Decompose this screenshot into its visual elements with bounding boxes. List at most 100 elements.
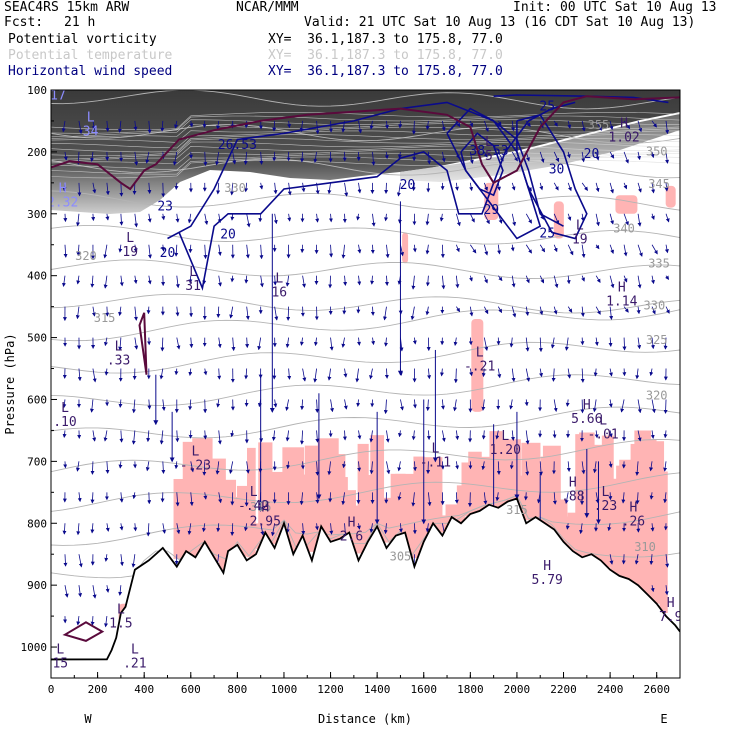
- wind-vector: [134, 337, 139, 350]
- wind-vector: [609, 151, 615, 159]
- wind-vector: [384, 275, 389, 286]
- wind-vector: [425, 213, 430, 226]
- extremum-value: -.11: [420, 455, 451, 470]
- wind-vector: [511, 151, 518, 162]
- wind-vector: [187, 523, 192, 535]
- extremum-kind: L: [476, 346, 484, 361]
- x-tick-label: 1800: [457, 683, 484, 696]
- wind-vector: [77, 368, 82, 382]
- wind-vector: [132, 492, 137, 500]
- wind-vector: [63, 213, 68, 223]
- wind-speed-contour: [178, 101, 576, 291]
- extremum-kind: H: [583, 398, 591, 413]
- wind-vector: [131, 399, 136, 414]
- wind-vector: [90, 492, 95, 504]
- wind-vector: [63, 151, 68, 161]
- wind-vector: [230, 523, 235, 536]
- wind-contour-label: 38.53: [469, 144, 508, 159]
- wind-vector: [203, 492, 208, 500]
- wind-vector: [370, 244, 375, 254]
- wind-vector: [608, 337, 613, 347]
- wind-contour-label: 29: [483, 203, 499, 218]
- wind-vector: [161, 213, 166, 221]
- pv-positive-patch: [456, 485, 466, 524]
- wind-vector: [553, 275, 559, 289]
- wind-vector: [118, 244, 123, 253]
- wind-contour-label: 25: [539, 99, 555, 114]
- wind-vector: [426, 430, 431, 441]
- wind-vector: [398, 430, 402, 438]
- wind-vector: [244, 275, 249, 284]
- y-tick-label: 700: [27, 455, 47, 468]
- wind-vector: [189, 337, 194, 349]
- wind-vector: [483, 151, 488, 158]
- wind-vector: [315, 461, 320, 476]
- wind-vector: [203, 430, 208, 440]
- wind-vector: [553, 151, 560, 163]
- wind-vector: [103, 430, 108, 442]
- wind-vector: [425, 306, 430, 316]
- extremum-kind: L: [275, 271, 283, 286]
- wind-vector: [609, 554, 614, 565]
- extremum-kind: L: [602, 485, 610, 500]
- wind-vector: [439, 368, 444, 377]
- wind-vector: [553, 399, 558, 412]
- wind-vector: [257, 337, 262, 351]
- wind-vector: [302, 368, 307, 382]
- theta-contour-upper: [51, 141, 680, 160]
- wind-vector: [551, 368, 556, 382]
- wind-vector: [133, 306, 138, 321]
- wind-vector: [581, 275, 585, 282]
- wind-vector: [230, 430, 235, 438]
- wind-vector: [650, 151, 655, 159]
- wind-vector: [456, 306, 461, 313]
- wind-vector: [510, 430, 515, 441]
- theta-label: 345: [648, 177, 670, 191]
- wind-vector: [441, 120, 446, 132]
- wind-vector: [356, 523, 361, 530]
- wind-vector: [259, 275, 264, 288]
- x-tick-label: 2000: [504, 683, 531, 696]
- extremum-kind: L: [501, 429, 509, 444]
- extremum-value: 2.95: [250, 514, 281, 529]
- extremum-value: 19: [572, 233, 588, 248]
- wind-vector: [665, 275, 670, 280]
- wind-vector: [105, 213, 110, 221]
- wind-vectors: [61, 120, 670, 628]
- wind-contour-label: 30: [549, 163, 565, 178]
- wind-vector: [609, 275, 615, 289]
- wind-vector: [441, 430, 446, 442]
- x-tick-label: 1200: [317, 683, 344, 696]
- wind-vector: [230, 275, 235, 283]
- wind-vector: [397, 492, 402, 501]
- wind-vector: [439, 213, 444, 222]
- pv-positive-patch: [553, 201, 564, 239]
- forecast-label: Fcst:: [4, 15, 44, 30]
- wind-vector: [595, 306, 601, 315]
- wind-vector: [103, 337, 108, 347]
- extremum-value: 2.32: [47, 196, 78, 211]
- wind-vector: [159, 430, 164, 445]
- pv-positive-patch: [610, 478, 620, 573]
- wind-vector: [90, 151, 95, 162]
- wind-vector: [133, 244, 138, 253]
- wind-vector: [651, 244, 658, 255]
- wind-vector: [329, 523, 334, 535]
- wind-vector: [341, 244, 346, 259]
- theta-contour: [51, 309, 680, 342]
- wind-vector: [260, 523, 265, 536]
- potential-temperature-contours: [51, 90, 680, 579]
- wind-vector: [664, 585, 669, 596]
- wind-vector: [216, 523, 221, 533]
- wind-vector: [594, 430, 599, 439]
- extremum-value: -.23: [180, 459, 211, 474]
- wind-vector: [397, 461, 402, 472]
- wind-vector: [384, 213, 388, 222]
- extremum-value: 5.66: [571, 412, 602, 427]
- x-axis-label: Distance (km): [318, 712, 412, 726]
- y-tick-label: 900: [27, 579, 47, 592]
- theta-label: 315: [94, 311, 116, 325]
- wind-vector: [273, 399, 278, 408]
- wind-vector: [299, 430, 304, 445]
- wind-vector: [118, 461, 123, 469]
